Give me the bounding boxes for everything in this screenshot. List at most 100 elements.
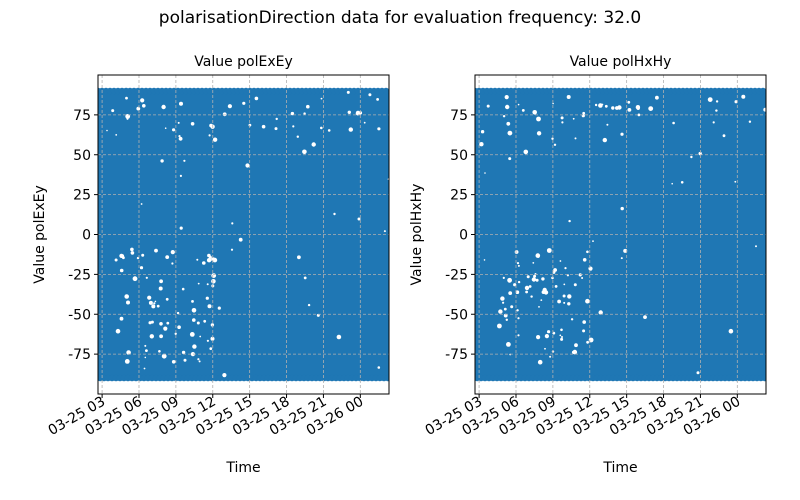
gap-mark [598,103,603,108]
gap-mark [242,101,246,105]
gap-mark [348,127,353,132]
gap-mark [198,360,201,363]
gap-mark [115,134,118,136]
gap-mark [179,174,182,177]
gap-mark [222,373,227,378]
gap-mark [211,273,217,278]
gap-mark [383,230,386,233]
gap-mark [192,344,197,349]
gap-mark [588,266,593,271]
gap-mark [553,143,557,146]
gap-mark [563,283,566,286]
gap-mark [222,112,227,117]
gap-mark [517,103,520,106]
gap-mark [209,347,213,350]
y-tick-label: -25 [445,267,468,283]
gap-mark [715,109,718,112]
subplot-title: Value polExEy [194,54,293,70]
gap-mark [586,340,589,344]
gap-mark [763,107,766,112]
gap-mark [161,353,167,359]
gap-mark [551,137,554,140]
gap-mark [130,247,134,252]
gap-mark [191,308,197,313]
y-tick-label: -25 [68,267,91,283]
gap-mark [363,121,366,124]
gap-mark [483,259,486,261]
gap-mark [536,335,541,340]
gap-mark [594,103,598,107]
gap-mark [648,106,654,111]
gap-mark [643,315,647,319]
gap-mark [206,283,209,286]
gap-mark [254,96,259,101]
gap-mark [159,322,163,326]
y-tick-label: 25 [450,188,468,204]
x-axis-label: Time [225,460,260,476]
gap-mark [563,301,566,304]
gap-mark [154,248,158,253]
gap-mark [144,356,147,359]
gap-mark [568,219,571,223]
gap-mark [145,349,148,352]
gap-mark [149,334,154,339]
gap-mark [171,360,176,364]
gap-mark [554,285,558,288]
gap-mark [140,98,145,103]
gap-mark [523,149,529,155]
scatter-point [384,374,389,382]
gap-mark [217,306,221,310]
gap-mark [183,358,187,362]
gap-mark [526,275,530,279]
scatter-point [382,87,389,95]
gap-mark [245,163,250,168]
gap-mark [560,337,564,341]
gap-mark [537,359,543,365]
gap-mark [479,142,484,147]
gap-mark [210,323,215,327]
gap-mark [505,104,510,110]
gap-mark [570,318,574,321]
gap-mark [627,108,632,112]
gap-mark [574,343,578,348]
gap-mark [536,116,541,122]
gap-mark [604,104,608,108]
gap-mark [207,304,212,309]
gap-mark [585,298,590,304]
y-tick-label: -50 [68,307,91,323]
y-tick-label: -75 [445,347,468,363]
gridlines [98,75,389,394]
gap-mark [500,296,505,301]
x-axis-label: Time [602,460,637,476]
gap-mark [154,300,157,303]
gap-mark [163,326,168,331]
gap-mark [210,336,215,341]
gap-mark [755,245,757,248]
gap-mark [368,93,372,97]
gap-mark [517,264,520,267]
gap-mark [734,100,738,104]
gap-mark [507,130,513,136]
gap-mark [196,258,199,261]
gap-mark [274,127,278,131]
gap-mark [231,222,234,225]
gap-mark [635,105,641,110]
gap-mark [159,334,164,339]
gap-mark [208,134,211,137]
gap-mark [377,127,381,131]
gap-mark [212,257,218,263]
gap-mark [537,255,540,258]
gap-mark [203,319,207,323]
gap-mark [517,334,520,337]
gap-mark [521,109,525,112]
gap-mark [615,106,619,110]
gap-mark [292,125,295,128]
gap-mark [582,329,586,333]
gap-mark [183,159,186,162]
gap-mark [505,318,508,321]
gap-mark [508,291,513,295]
gap-mark [197,358,200,361]
gap-mark [333,212,336,216]
gridlines [475,75,766,394]
gap-mark [560,116,564,120]
